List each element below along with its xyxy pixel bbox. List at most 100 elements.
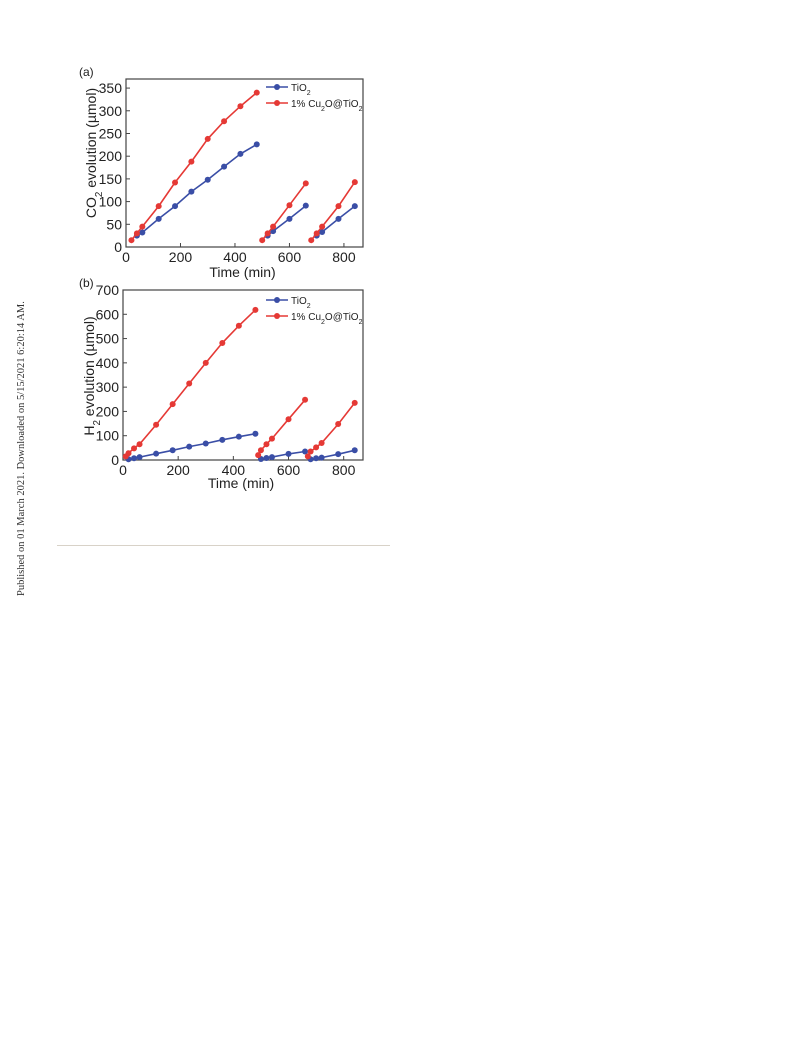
x-tick-label: 200 (169, 249, 193, 265)
data-point (252, 306, 259, 313)
data-point (172, 179, 179, 186)
y-tick-label: 100 (99, 194, 123, 210)
data-point (307, 448, 314, 455)
data-point (308, 237, 315, 244)
data-point (202, 440, 209, 447)
x-tick-label: 400 (223, 249, 247, 265)
data-point (302, 180, 309, 187)
data-point (302, 202, 309, 209)
series-tio2 (125, 430, 358, 463)
data-point (188, 158, 195, 165)
data-point (128, 237, 135, 244)
y-tick-label: 700 (96, 282, 120, 298)
data-point (286, 215, 293, 222)
data-point (285, 416, 292, 423)
data-point (188, 188, 195, 195)
y-tick-label: 0 (111, 452, 119, 468)
data-point (286, 202, 293, 209)
data-point (302, 448, 309, 455)
data-point (253, 141, 260, 148)
y-tick-label: 350 (99, 80, 123, 96)
data-point (237, 150, 244, 157)
data-point (133, 230, 140, 237)
y-tick-label: 200 (99, 148, 123, 164)
data-point (270, 223, 277, 230)
data-point (125, 450, 132, 457)
legend-marker (274, 313, 280, 319)
x-axis-label: Time (min) (208, 475, 274, 491)
data-point (318, 454, 325, 461)
data-point (259, 237, 266, 244)
data-point (335, 215, 342, 222)
data-point (237, 103, 244, 110)
panel-label: (b) (79, 276, 94, 290)
y-tick-label: 50 (106, 216, 122, 232)
y-tick-label: 300 (99, 103, 123, 119)
data-point (221, 118, 228, 125)
data-point (257, 447, 264, 454)
x-tick-label: 200 (166, 462, 190, 478)
y-tick-label: 400 (96, 355, 120, 371)
data-point (235, 322, 242, 329)
y-axis-label: H2 evolution (µmol) (81, 316, 103, 435)
data-point (235, 433, 242, 440)
data-point (219, 436, 226, 443)
chart-panel-a: 0 50 100 150 200 250 300 350 0 200 400 600 800 Time (… (79, 65, 364, 280)
divider-rule (57, 545, 390, 546)
data-point (268, 454, 275, 461)
data-point (131, 455, 138, 462)
data-point (313, 455, 320, 462)
data-point (153, 421, 160, 428)
y-tick-label: 200 (96, 403, 120, 419)
data-point (319, 223, 326, 230)
data-point (139, 229, 146, 236)
x-tick-label: 600 (277, 462, 301, 478)
data-point (313, 230, 320, 237)
data-point (263, 441, 270, 448)
x-tick-label: 0 (119, 462, 127, 478)
plot-frame (125, 78, 364, 248)
data-point (221, 163, 228, 170)
data-point (313, 444, 320, 451)
data-point (335, 203, 342, 210)
data-point (255, 452, 262, 459)
x-tick-label: 400 (222, 462, 246, 478)
legend-label: 1% Cu2O@TiO2 (291, 312, 363, 326)
data-point (136, 454, 143, 461)
data-point (285, 450, 292, 457)
legend-label: TiO2 (291, 83, 311, 97)
data-point (136, 441, 143, 448)
chart-panel-b: 0 100 200 300 400 500 600 700 0 200 400 600 800 Time … (79, 276, 364, 491)
series-cu2o-tio2 (128, 89, 358, 244)
legend-marker (274, 297, 280, 303)
panel-label: (a) (79, 65, 94, 79)
y-tick-label: 100 (96, 428, 120, 444)
data-point (264, 230, 271, 237)
data-point (169, 401, 176, 408)
data-point (169, 447, 176, 454)
data-point (302, 396, 309, 403)
legend-label: TiO2 (291, 296, 311, 310)
data-point (172, 203, 179, 210)
data-point (204, 176, 211, 183)
data-point (155, 215, 162, 222)
data-point (202, 359, 209, 366)
data-point (153, 450, 160, 457)
y-tick-label: 0 (114, 239, 122, 255)
data-point (351, 179, 358, 186)
y-tick-label: 500 (96, 331, 120, 347)
y-tick-label: 150 (99, 171, 123, 187)
data-point (253, 89, 260, 96)
data-point (204, 135, 211, 142)
data-point (318, 440, 325, 446)
data-point (351, 203, 358, 210)
plot-frame (122, 289, 364, 461)
data-point (335, 421, 342, 428)
data-point (186, 443, 193, 450)
data-point (351, 399, 358, 406)
x-tick-label: 0 (122, 249, 130, 265)
legend-label: 1% Cu2O@TiO2 (291, 99, 363, 113)
data-point (139, 223, 146, 230)
data-point (186, 380, 193, 387)
